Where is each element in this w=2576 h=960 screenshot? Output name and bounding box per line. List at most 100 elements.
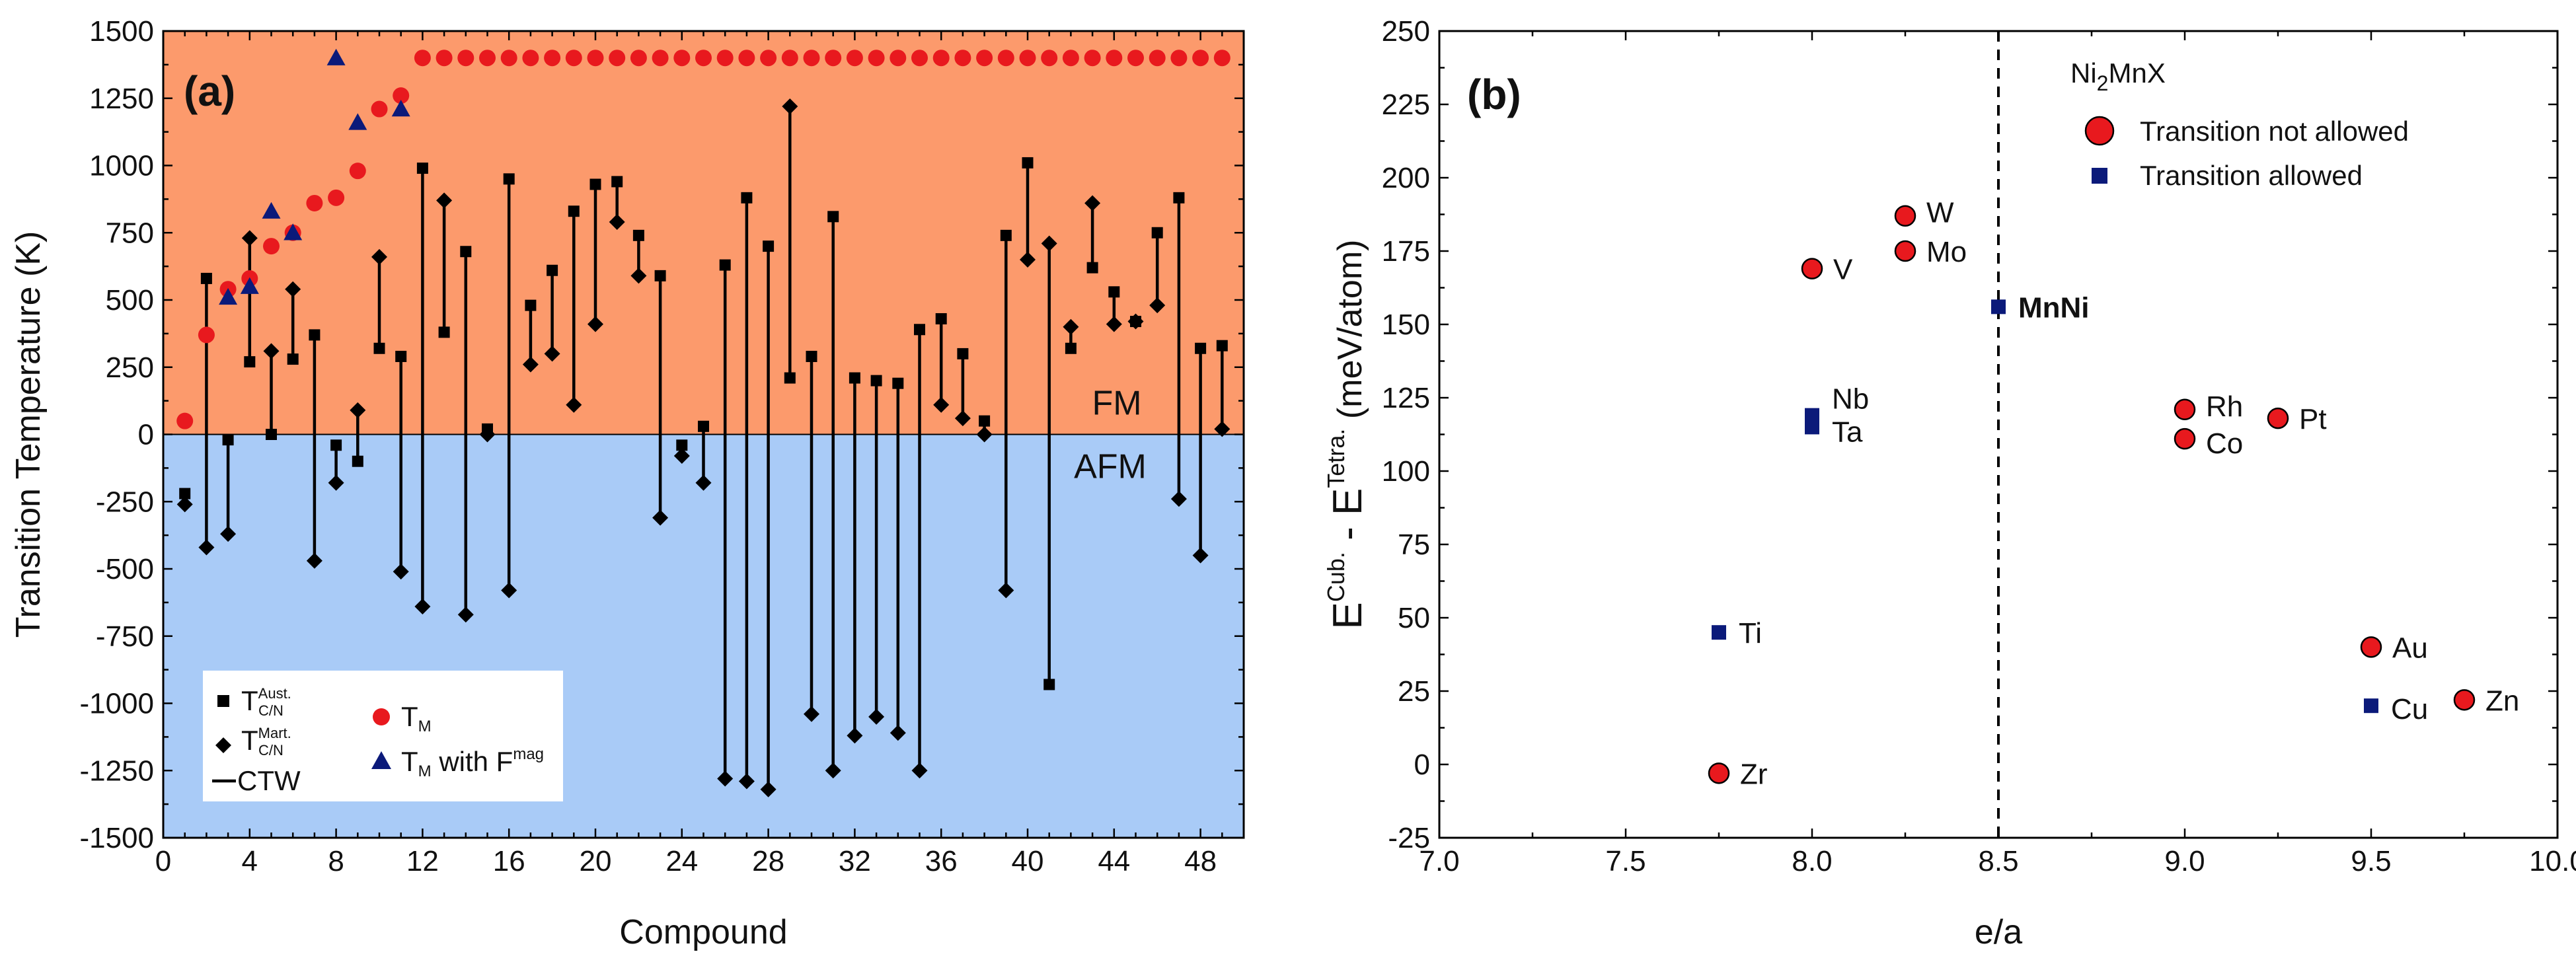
y-tick-label: 125	[1382, 382, 1430, 414]
tm-marker	[393, 87, 410, 104]
austenite-marker	[849, 372, 860, 384]
x-tick-label: 8.5	[1978, 845, 2018, 877]
martensite-marker	[479, 426, 496, 443]
martensite-marker	[1020, 251, 1036, 268]
not-allowed-marker	[2174, 398, 2196, 421]
martensite-marker	[350, 402, 366, 418]
y-tick-label: -1250	[79, 755, 154, 787]
tm-marker	[1062, 50, 1079, 67]
x-tick-label: 28	[752, 845, 784, 877]
legend-label-mart: TMart. C/N	[241, 725, 291, 758]
point-label: MnNi	[2018, 291, 2090, 324]
not-allowed-marker	[2267, 407, 2289, 429]
y-tick-label: 250	[1382, 15, 1430, 48]
y-tick-label: -1500	[79, 822, 154, 854]
martensite-marker	[1149, 297, 1166, 314]
y-tick-label: 1250	[89, 83, 154, 115]
title-base: Ni	[2070, 57, 2097, 89]
austenite-marker	[698, 420, 709, 432]
tm-marker	[328, 189, 345, 206]
tm-marker	[932, 50, 950, 67]
tm-marker	[198, 326, 215, 344]
y-tick-label: 100	[1382, 455, 1430, 488]
title-rest: MnX	[2108, 57, 2165, 89]
martensite-marker	[306, 552, 322, 569]
point-label: Cu	[2391, 693, 2428, 725]
martensite-marker	[328, 474, 344, 491]
tm-marker	[803, 50, 820, 67]
austenite-marker	[870, 375, 882, 387]
austenite-marker	[1000, 229, 1012, 241]
tm-marker	[997, 50, 1014, 67]
austenite-marker	[827, 211, 839, 223]
region-label-afm: AFM	[1074, 448, 1147, 486]
austenite-marker	[222, 434, 234, 446]
austenite-marker	[1065, 342, 1077, 354]
x-tick-label: 12	[406, 845, 439, 877]
x-tick-label: 40	[1012, 845, 1044, 877]
tm-marker	[760, 50, 777, 67]
tm-marker	[479, 50, 496, 67]
point-label: Au	[2392, 632, 2428, 664]
austenite-marker	[806, 350, 817, 362]
tm-marker	[436, 50, 453, 67]
y-tick-label: 1000	[89, 150, 154, 182]
y-tick-label: -500	[96, 553, 154, 585]
martensite-marker	[263, 343, 280, 359]
martensite-marker	[371, 248, 387, 265]
panel-label: (a)	[184, 67, 235, 115]
y-label-base: E	[1325, 602, 1371, 629]
martensite-marker	[717, 770, 734, 787]
tm-fmag-marker	[326, 48, 346, 65]
austenite-marker	[309, 329, 321, 341]
legend: Transition not allowed Transition allowed	[2084, 116, 2409, 191]
region-backgrounds	[163, 31, 1244, 838]
tm-marker	[954, 50, 971, 67]
tm-marker	[630, 50, 647, 67]
austenite-marker	[266, 429, 277, 440]
x-tick-label: 32	[839, 845, 871, 877]
y-tick-label: 75	[1398, 529, 1430, 561]
martensite-marker	[890, 725, 906, 741]
austenite-marker	[352, 455, 363, 467]
allowed-marker	[2364, 698, 2378, 714]
legend-square-icon	[217, 695, 229, 707]
legend-label-allowed: Transition allowed	[2140, 160, 2363, 191]
martensite-marker	[285, 281, 301, 297]
austenite-marker	[719, 259, 731, 271]
tm-marker	[544, 50, 561, 67]
austenite-marker	[957, 348, 969, 359]
austenite-marker	[395, 350, 407, 362]
legend-t: T	[241, 725, 258, 756]
martensite-marker	[1192, 547, 1209, 564]
martensite-marker	[1170, 491, 1187, 507]
martensite-marker	[544, 346, 560, 362]
tm-marker	[349, 163, 366, 180]
martensite-marker	[738, 773, 755, 790]
x-tick-label: 44	[1098, 845, 1130, 877]
x-tick-label: 4	[242, 845, 258, 877]
martensite-marker	[436, 192, 453, 209]
y-tick-label: -25	[1388, 822, 1430, 854]
point-label: V	[1833, 254, 1853, 286]
data-markers	[176, 48, 1231, 797]
martensite-marker	[522, 356, 539, 373]
austenite-marker	[1195, 342, 1207, 354]
legend-label-tm: TM	[401, 701, 432, 735]
tm-marker	[1192, 50, 1209, 67]
martensite-marker	[760, 781, 777, 797]
tm-marker	[457, 50, 474, 67]
austenite-marker	[763, 240, 775, 252]
y-label-mid: - E	[1325, 488, 1371, 552]
austenite-marker	[589, 178, 601, 190]
point-label: Co	[2206, 427, 2243, 460]
martensite-marker	[976, 426, 993, 443]
title-subscript: 2	[2097, 71, 2109, 95]
austenite-marker	[1022, 157, 1034, 168]
x-axis-title: Compound	[619, 913, 787, 951]
martensite-marker	[393, 564, 409, 580]
legend-circle-icon	[373, 708, 390, 725]
austenite-marker	[979, 415, 991, 427]
